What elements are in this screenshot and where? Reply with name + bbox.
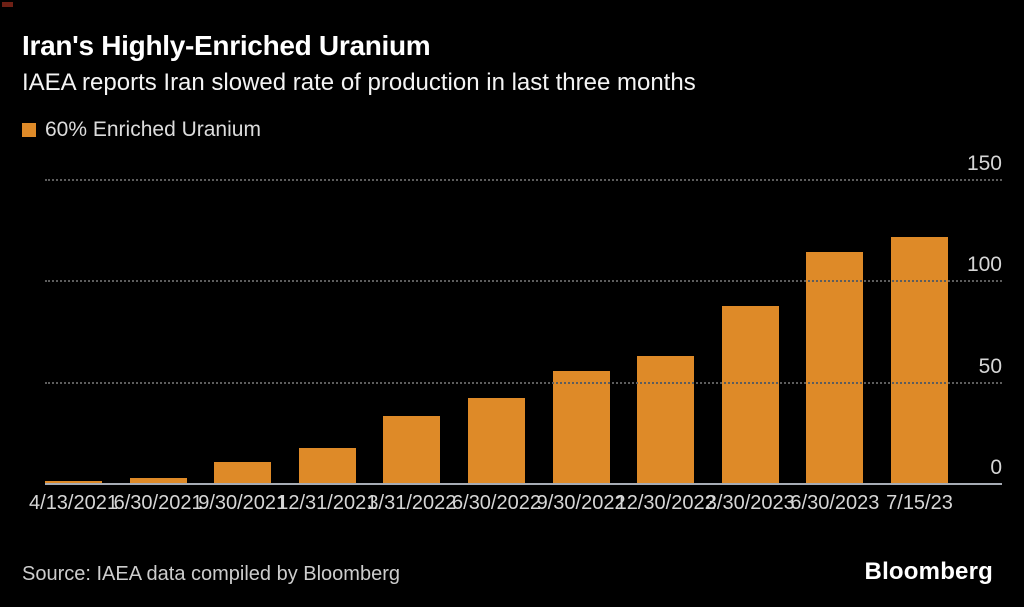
bar-12/30/2022 (637, 356, 695, 483)
x-tick-label-12/31/2021: 12/31/2021 (277, 492, 378, 514)
gridline-150 (45, 179, 1002, 181)
x-axis-labels: 4/13/2021 6/30/2021 9/30/2021 12/31/2021 3/3… (29, 492, 953, 520)
y-tick-label-150: 150 (966, 152, 1002, 175)
bar-4/13/2021 (45, 480, 102, 483)
chart-title: Iran's Highly-Enriched Uranium (22, 30, 431, 61)
source-note: Source: IAEA data compiled by Bloomberg (22, 563, 400, 585)
y-tick-label-100: 100 (966, 253, 1002, 277)
legend-swatch-icon (22, 123, 36, 137)
x-tick-label-6/30/2023: 6/30/2023 (790, 492, 880, 514)
legend: 60% Enriched Uranium (22, 118, 261, 142)
x-tick-label-7/15/23: 7/15/23 (886, 492, 953, 514)
x-tick-label-3/30/2023: 3/30/2023 (705, 492, 795, 514)
bar-9/30/2021 (214, 461, 272, 483)
bar-12/31/2021 (298, 447, 356, 483)
bar-7/15/23 (890, 236, 948, 483)
bar-9/30/2022 (552, 370, 610, 483)
bar-6/30/2023 (806, 251, 864, 483)
gridline-100 (45, 280, 1002, 283)
x-tick-label-6/30/2021: 6/30/2021 (113, 492, 203, 514)
bloomberg-logo: Bloomberg (864, 558, 993, 585)
x-tick-label-9/30/2021: 9/30/2021 (198, 492, 288, 514)
x-tick-label-12/30/2022: 12/30/2022 (615, 492, 716, 514)
bars-group (45, 179, 948, 483)
plot-area: 0 50 100 150 (45, 153, 1002, 485)
bar-3/31/2022 (383, 416, 441, 483)
x-tick-label-4/13/2021: 4/13/2021 (29, 492, 118, 514)
bar-6/30/2021 (129, 477, 187, 483)
corner-brand-mark (2, 2, 13, 7)
legend-label: 60% Enriched Uranium (45, 118, 261, 141)
bar-3/30/2023 (721, 305, 779, 483)
y-tick-label-0: 0 (990, 456, 1002, 479)
x-tick-label-6/30/2022: 6/30/2022 (452, 492, 541, 514)
x-axis-baseline (45, 483, 1002, 485)
x-tick-label-9/30/2022: 9/30/2022 (536, 492, 626, 514)
bar-6/30/2022 (467, 397, 525, 483)
gridline-50 (45, 381, 1002, 384)
chart-subtitle: IAEA reports Iran slowed rate of product… (22, 69, 696, 96)
y-tick-label-50: 50 (978, 354, 1002, 378)
x-tick-label-3/31/2022: 3/31/2022 (367, 492, 457, 514)
